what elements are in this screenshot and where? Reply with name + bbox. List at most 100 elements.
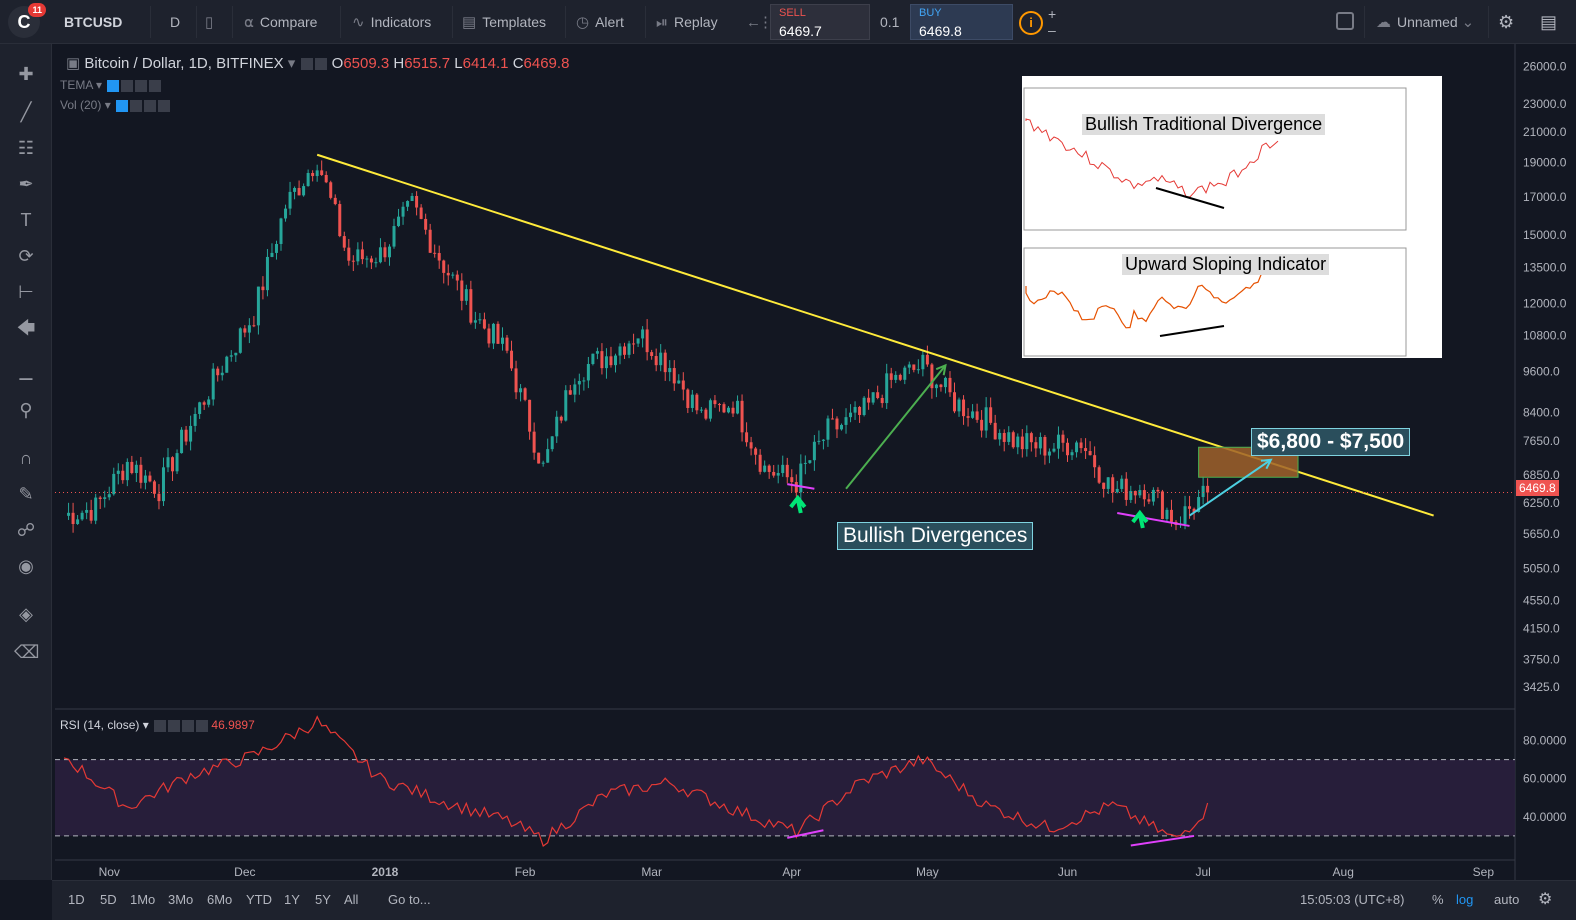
candle-body [184, 429, 188, 442]
volume-legend[interactable]: Vol (20) ▾ [60, 98, 171, 112]
candle-body [677, 380, 681, 384]
back-arrow-tool-icon[interactable]: 🡄 [16, 318, 36, 338]
fib-tool-icon[interactable]: ☷ [17, 138, 35, 158]
candle-body [894, 374, 898, 380]
candle-body [1007, 432, 1011, 442]
candle-body [207, 399, 211, 405]
range-1d[interactable]: 1D [68, 892, 85, 907]
layout-menu[interactable]: ☁ Unnamed ⌄ [1376, 14, 1475, 31]
inset-label-bottom: Upward Sloping Indicator [1122, 254, 1330, 275]
auto-toggle[interactable]: auto [1494, 892, 1520, 907]
candle-body [284, 208, 288, 219]
pattern-tool-icon[interactable]: ⟳ [18, 246, 34, 266]
candle-body [211, 368, 215, 400]
candle-body [1120, 478, 1124, 489]
range-1mo[interactable]: 1Mo [130, 892, 156, 907]
templates-button[interactable]: ▤ Templates [462, 14, 546, 31]
candle-body [482, 319, 486, 329]
chart-legend: ▣ Bitcoin / Dollar, 1D, BITFINEX ▾ O6509… [66, 55, 570, 72]
log-toggle[interactable]: log [1456, 892, 1474, 907]
candle-body [247, 325, 251, 333]
candle-body [980, 419, 984, 431]
candle-body [1079, 442, 1083, 449]
candle-body [772, 471, 776, 476]
indicators-button[interactable]: ∿ Indicators [352, 14, 432, 31]
quantity-stepper[interactable]: + – [1048, 6, 1057, 38]
candle-body [785, 464, 789, 478]
app-logo[interactable]: C 11 [8, 3, 46, 38]
chart-settings-icon[interactable]: ⚙ [1538, 891, 1553, 908]
range-6mo[interactable]: 6Mo [207, 892, 233, 907]
candle-body [1183, 506, 1187, 525]
crosshair-icon[interactable]: ✚ [18, 64, 34, 84]
ruler-icon[interactable]: ⚊ [17, 364, 35, 384]
alert-button[interactable]: ◷ Alert [576, 14, 624, 31]
candle-body [469, 289, 473, 323]
range-all[interactable]: All [344, 892, 359, 907]
trendline-tool-icon[interactable]: ╱ [20, 102, 32, 122]
candle-body [510, 350, 514, 369]
projection-arrow [1188, 458, 1272, 517]
candle-body [315, 170, 319, 177]
range-1y[interactable]: 1Y [284, 892, 300, 907]
last-price-tag: 6469.8 [1516, 480, 1559, 496]
range-ytd[interactable]: YTD [246, 892, 272, 907]
candle-body [157, 493, 161, 502]
candle-body [519, 388, 523, 393]
price-tick-label: 6850.0 [1523, 468, 1560, 482]
candle-body [1133, 491, 1137, 496]
candle-body [229, 355, 233, 357]
text-tool-icon[interactable]: T [20, 210, 32, 230]
rsi-legend[interactable]: RSI (14, close) ▾ 46.9897 [60, 718, 255, 732]
interval-button[interactable]: D [170, 14, 181, 30]
open-value: 6509.3 [343, 55, 390, 72]
candle-body [473, 320, 477, 323]
compare-button[interactable]: ⍺ Compare [244, 14, 318, 31]
range-5d[interactable]: 5D [100, 892, 117, 907]
brush-tool-icon[interactable]: ✒ [18, 174, 34, 194]
buy-button[interactable]: BUY 6469.8 [910, 4, 1013, 40]
candle-body [632, 343, 636, 345]
candle-body [189, 425, 193, 442]
candle-style-icon[interactable]: ▯ [205, 14, 214, 31]
prediction-tool-icon[interactable]: ⊢ [18, 282, 34, 302]
eye-icon[interactable]: ◉ [18, 556, 34, 576]
panel-layout-icon[interactable]: ▤ [1540, 12, 1558, 32]
candle-body [609, 356, 613, 366]
candle-body [907, 364, 911, 368]
lock-drawing-icon[interactable]: ✎ [18, 484, 34, 504]
back-arrow-icon[interactable]: ← [746, 14, 761, 31]
close-value: 6469.8 [523, 55, 570, 72]
symbol-search[interactable]: BTCUSD [64, 14, 123, 30]
candle-body [713, 400, 717, 405]
zoom-icon[interactable]: ⚲ [19, 400, 33, 420]
range-3mo[interactable]: 3Mo [168, 892, 194, 907]
percent-toggle[interactable]: % [1432, 892, 1444, 907]
drag-handle-icon[interactable]: ⋮ [758, 14, 773, 31]
chevron-down-icon: ⌄ [1461, 14, 1475, 31]
candle-body [1093, 455, 1097, 468]
candle-body [781, 464, 785, 474]
range-5y[interactable]: 5Y [315, 892, 331, 907]
tema-legend[interactable]: TEMA ▾ [60, 78, 162, 92]
time-tick-label: Dec [234, 865, 255, 879]
target-range-label: $6,800 - $7,500 [1251, 428, 1411, 456]
settings-gear-icon[interactable]: ⚙ [1498, 12, 1515, 32]
trash-icon[interactable]: ⌫ [14, 642, 40, 662]
candle-body [1197, 497, 1201, 513]
lock-icon[interactable]: ☍ [16, 520, 36, 540]
magnet-icon[interactable]: ∩ [19, 448, 33, 468]
sell-button[interactable]: SELL 6469.7 [770, 4, 870, 40]
layers-icon[interactable]: ◈ [19, 604, 33, 624]
candle-body [803, 462, 807, 464]
rsi-tick-label: 60.0000 [1523, 772, 1567, 786]
goto-button[interactable]: Go to... [388, 892, 431, 907]
inset-price-frame [1023, 87, 1407, 231]
candle-body [840, 424, 844, 430]
spread-value: 0.1 [880, 14, 900, 30]
replay-button[interactable]: ⏯ Replay [656, 14, 718, 31]
candle-body [1188, 506, 1192, 509]
fullscreen-icon[interactable] [1336, 12, 1354, 30]
info-icon[interactable]: i [1019, 11, 1043, 35]
